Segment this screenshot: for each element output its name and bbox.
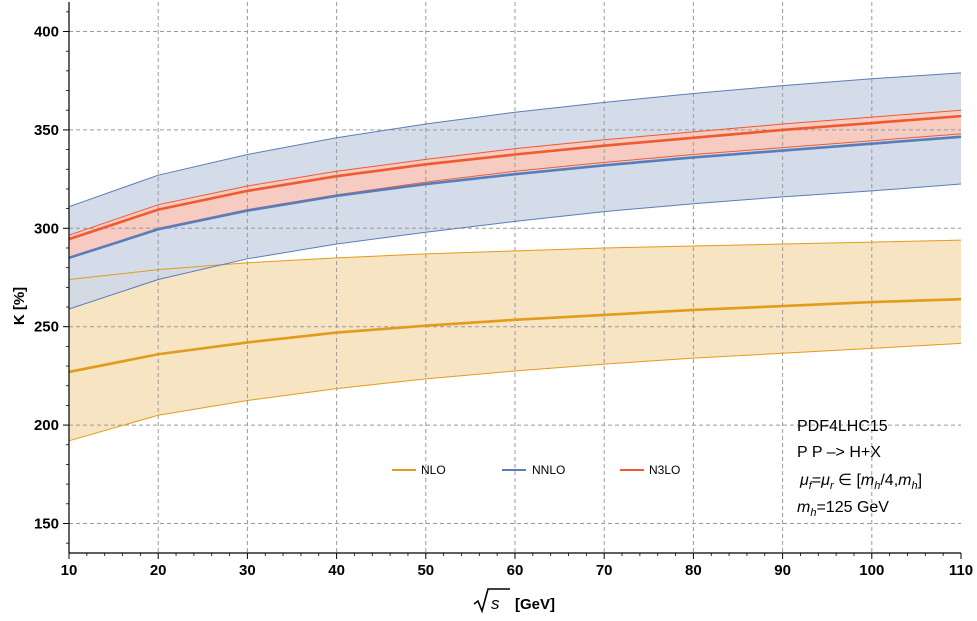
y-tick-label-350: 350	[34, 122, 59, 139]
annotation-process: P P –> H+X	[797, 444, 881, 461]
lines-layer	[68, 72, 962, 442]
legend-label-n3lo: N3LO	[649, 463, 680, 477]
series-line-nnlo	[68, 135, 962, 260]
y-tick-label-400: 400	[34, 24, 59, 41]
ticks-layer: 10 20 30 40 50 60 70 80 90 100 110 150 200 250 300 350 4…	[34, 11, 973, 579]
annotation-block: PDF4LHC15 P P –> H+X μf=μr ∈ [mh/4,mh] m…	[797, 418, 922, 519]
x-tick-label-30: 30	[239, 562, 256, 579]
x-axis-title-variable: s	[491, 594, 500, 613]
legend-label-nlo: NLO	[421, 463, 446, 477]
x-tick-label-60: 60	[507, 562, 524, 579]
band-lower-edge-nlo	[68, 342, 962, 442]
sqrt-symbol	[473, 588, 510, 614]
band-lower-edge-nnlo	[68, 183, 962, 310]
annotation-scale-range: μf=μr ∈ [mh/4,mh]	[799, 472, 922, 492]
x-tick-label-40: 40	[328, 562, 345, 579]
band-upper-edge-nnlo	[68, 72, 962, 208]
series-line-n3lo	[68, 114, 962, 241]
y-tick-label-200: 200	[34, 417, 59, 434]
y-tick-label-300: 300	[34, 220, 59, 237]
x-tick-label-50: 50	[417, 562, 434, 579]
annotation-pdf-set: PDF4LHC15	[797, 418, 888, 435]
band-upper-edge-nlo	[68, 239, 962, 280]
x-tick-label-20: 20	[150, 562, 167, 579]
x-axis-title: s [GeV]	[473, 588, 555, 614]
band-upper-edge-n3lo	[68, 109, 962, 236]
x-tick-label-70: 70	[596, 562, 613, 579]
x-tick-label-100: 100	[859, 562, 884, 579]
y-axis-title: K [%]	[11, 287, 28, 325]
series-line-nlo	[68, 297, 962, 374]
x-tick-label-80: 80	[685, 562, 702, 579]
band-n3lo	[69, 110, 961, 258]
legend: NLO NNLO N3LO	[392, 463, 680, 477]
x-axis-title-unit: [GeV]	[515, 596, 555, 613]
x-tick-label-90: 90	[774, 562, 791, 579]
annotation-higgs-mass: mh=125 GeV	[797, 499, 889, 519]
y-tick-label-150: 150	[34, 515, 59, 532]
grid-layer	[69, 2, 961, 553]
x-tick-label-10: 10	[61, 562, 78, 579]
legend-label-nnlo: NNLO	[532, 463, 565, 477]
y-tick-label-250: 250	[34, 319, 59, 336]
x-tick-label-110: 110	[949, 562, 973, 579]
